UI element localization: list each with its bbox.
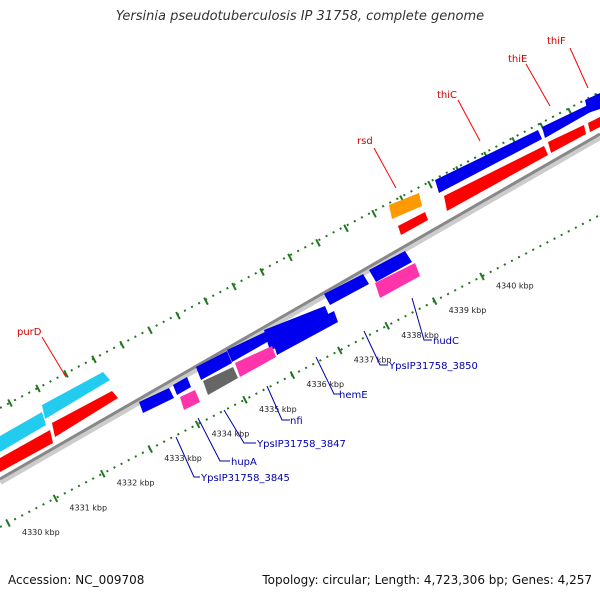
leader-hupA — [197, 417, 230, 462]
cds-reverse-hupA[interactable] — [173, 377, 191, 395]
scale-tick — [5, 518, 11, 528]
leader-hemE — [315, 356, 340, 395]
outer-scale-tick — [175, 311, 181, 320]
outer-scale-tick — [343, 224, 349, 233]
outer-scale-tick — [259, 267, 265, 276]
cds-forward-left[interactable] — [0, 412, 46, 452]
cds-red-purD[interactable] — [52, 391, 118, 437]
tick-labels: 4330 kbp 4331 kbp 4332 kbp 4333 kbp 4334 kbp… — [22, 282, 534, 537]
cds-red-rsd[interactable] — [398, 212, 428, 235]
scale-tick — [147, 445, 153, 454]
scale-tick — [479, 272, 485, 281]
gene-label-YpsIP31758_3845[interactable]: YpsIP31758_3845 — [200, 473, 290, 484]
scale-tick — [100, 469, 106, 478]
cds-reverse-3847[interactable] — [196, 351, 232, 380]
gene-label-thiF[interactable]: thiF — [547, 36, 566, 47]
cds-red-thiE[interactable] — [548, 125, 586, 153]
scale-tick-label: 4334 kbp — [212, 429, 250, 438]
cds-forward-purD[interactable] — [42, 372, 110, 419]
scale-tick-label: 4337 kbp — [354, 355, 392, 364]
outer-scale-tick — [203, 297, 209, 306]
cds-red-thiF[interactable] — [588, 117, 600, 132]
scale-tick — [242, 395, 248, 404]
gene-label-thiE[interactable]: thiE — [508, 54, 527, 65]
gene-label-nfi[interactable]: nfi — [290, 416, 303, 427]
leader-nudC — [411, 297, 432, 341]
outer-scale-tick — [63, 369, 69, 378]
leader-3845 — [175, 436, 200, 478]
scale-tick — [384, 321, 390, 330]
backbone — [0, 132, 600, 481]
cds-forward-thiE[interactable] — [542, 104, 594, 138]
outer-scale-tick — [119, 340, 125, 349]
scale-tick — [289, 371, 296, 380]
outer-scale-tick — [7, 398, 13, 408]
cds-pink-nudC[interactable] — [375, 263, 420, 298]
leader-thiE — [525, 63, 551, 107]
cds-orange-rsd[interactable] — [389, 193, 422, 219]
leader-nfi — [266, 385, 290, 421]
scale-tick-label: 4333 kbp — [164, 454, 202, 463]
accession-text: Accession: NC_009708 — [8, 573, 145, 587]
cds-gray-3847[interactable] — [203, 367, 238, 395]
scale-tick-label: 4331 kbp — [69, 503, 107, 512]
scale-tick — [52, 494, 59, 503]
outer-scale-tick — [427, 180, 433, 189]
scale-tick — [431, 297, 438, 306]
cds-reverse-3845[interactable] — [139, 388, 174, 413]
scale-tick — [337, 346, 343, 355]
cds-forward-thiC[interactable] — [435, 130, 542, 193]
gene-label-YpsIP31758_3850[interactable]: YpsIP31758_3850 — [388, 361, 478, 372]
leader-rsd — [373, 147, 397, 189]
gene-label-hupA[interactable]: hupA — [231, 457, 257, 468]
gene-label-purD[interactable]: purD — [17, 327, 42, 338]
gene-label-hemE[interactable]: hemE — [339, 390, 368, 401]
outer-scale-tick — [287, 253, 293, 262]
major-ticks — [5, 93, 600, 528]
gene-label-rsd[interactable]: rsd — [357, 136, 373, 147]
scale-tick-label: 4336 kbp — [306, 380, 344, 389]
outer-scale-tick — [371, 209, 377, 218]
topology-info: Topology: circular; Length: 4,723,306 bp… — [262, 573, 592, 587]
cds-reverse-nfi[interactable] — [227, 332, 269, 362]
outer-scale-tick — [315, 238, 321, 247]
cds-blue-hemE-lower[interactable] — [273, 311, 338, 355]
gene-label-thiC[interactable]: thiC — [437, 90, 457, 101]
outer-dotted-track — [0, 91, 600, 409]
outer-scale-tick — [35, 384, 41, 393]
map-title: Yersinia pseudotuberculosis IP 31758, co… — [115, 9, 485, 24]
leader-purD — [41, 336, 67, 378]
scale-tick-label: 4340 kbp — [496, 282, 534, 291]
scale-tick-label: 4335 kbp — [259, 405, 297, 414]
cds-red-left[interactable] — [0, 430, 53, 472]
scale-tick — [194, 420, 201, 429]
scale-tick-label: 4339 kbp — [449, 306, 487, 315]
scale-tick-label: 4332 kbp — [117, 479, 155, 488]
outer-scale-tick — [147, 326, 153, 335]
leader-thiF — [569, 47, 589, 89]
scale-tick-label: 4330 kbp — [22, 528, 60, 537]
outer-scale-tick — [231, 282, 237, 291]
leader-thiC — [457, 99, 481, 142]
outer-scale-tick — [91, 355, 97, 364]
cds-reverse-nudC[interactable] — [369, 251, 412, 282]
scale-tick-label: 4338 kbp — [401, 331, 439, 340]
leader-3850 — [363, 330, 388, 366]
leader-3847 — [223, 409, 256, 444]
gene-label-nudC[interactable]: nudC — [433, 336, 459, 347]
cds-red-thiC[interactable] — [444, 146, 548, 211]
inner-dotted-track — [0, 214, 600, 528]
cds-pink-nfi[interactable] — [235, 346, 276, 377]
cds-reverse-3850[interactable] — [324, 274, 369, 305]
cds-pink-hupA[interactable] — [180, 390, 200, 410]
cds-forward-thiF[interactable] — [585, 93, 600, 113]
gene-label-YpsIP31758_3847[interactable]: YpsIP31758_3847 — [256, 439, 346, 450]
backbone-shadow — [0, 134, 600, 485]
